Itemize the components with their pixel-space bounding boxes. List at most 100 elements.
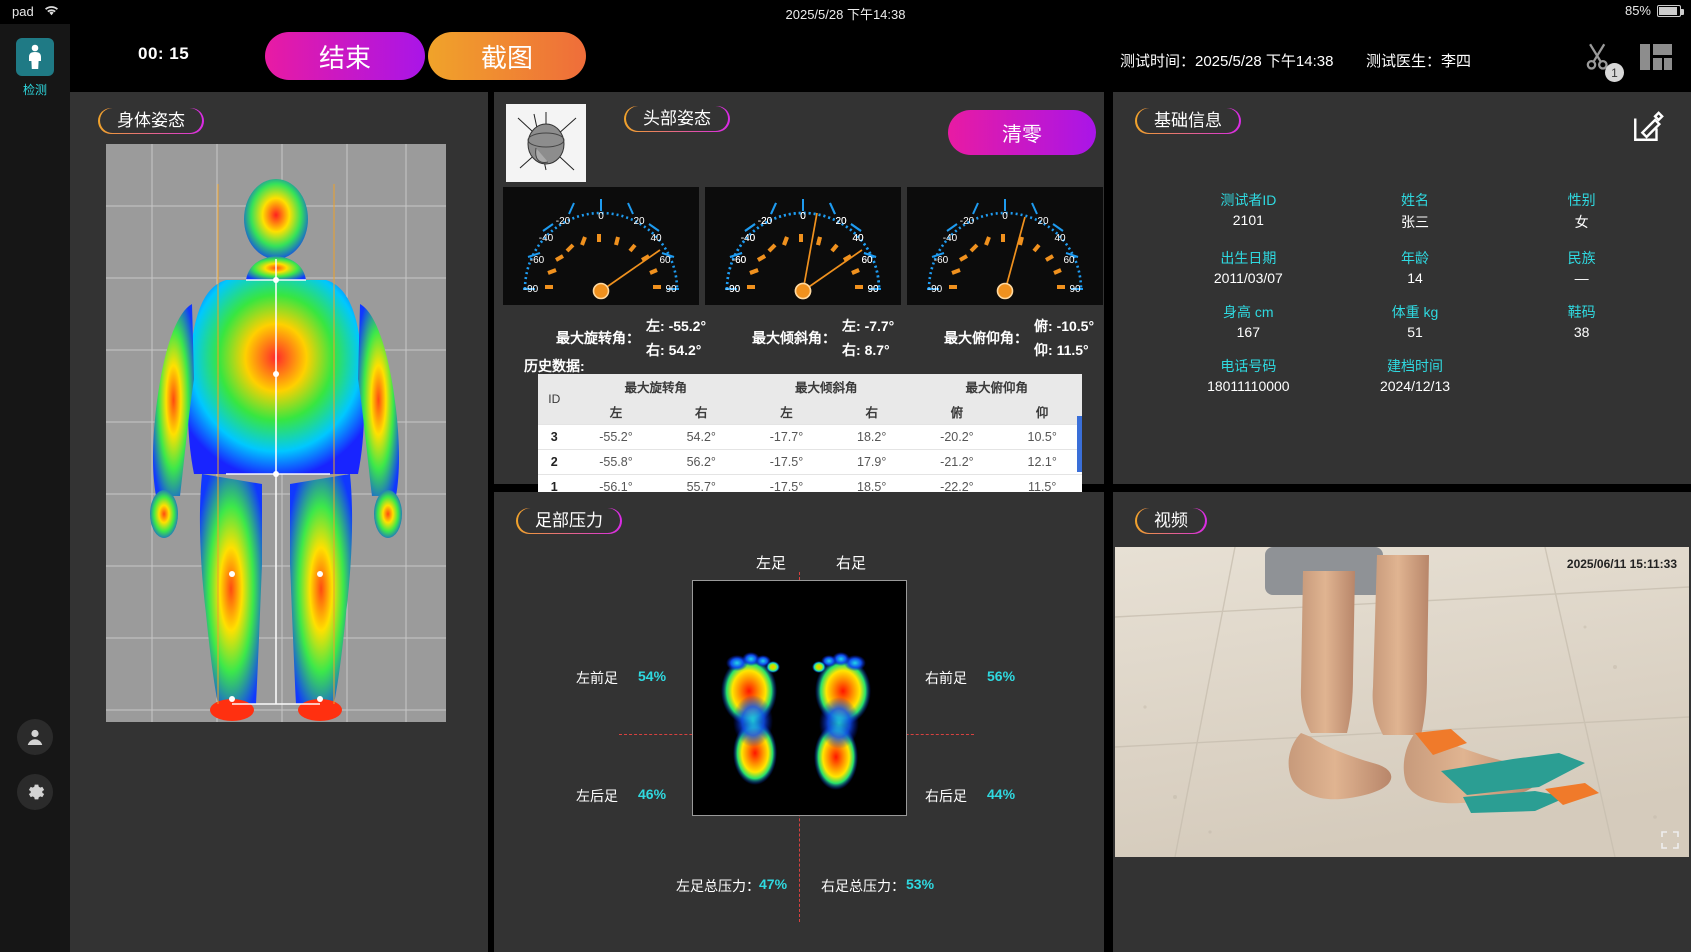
device-name: pad (12, 4, 34, 19)
history-table[interactable]: ID 最大旋转角 最大倾斜角 最大俯仰角 左 右 左 右 俯 仰 (538, 374, 1082, 499)
info-key (1498, 350, 1665, 358)
row-cell: 10.5° (1002, 424, 1082, 450)
svg-text:0: 0 (598, 211, 604, 222)
angle-key: 左: (646, 318, 665, 334)
row-cell: 18.2° (831, 424, 912, 450)
svg-text:90: 90 (1069, 284, 1081, 295)
head-posture-title-tag: 头部姿态 (624, 106, 730, 132)
row-id: 3 (538, 424, 571, 450)
scissors-button[interactable]: 1 (1583, 40, 1624, 82)
table-sub-header: 右 (661, 399, 742, 425)
table-group-header: 最大旋转角 (570, 374, 742, 399)
angle-key: 右: (842, 342, 861, 358)
test-time-text: 测试时间：2025/5/28 下午14:38 (1120, 53, 1334, 70)
gear-icon (17, 774, 53, 810)
angle-group-rotation: 最大旋转角： 左: -55.2° 右: 54.2° (556, 316, 706, 360)
info-value: 2101 (1232, 212, 1264, 228)
layout-button[interactable] (1639, 42, 1673, 77)
row-id: 2 (538, 449, 571, 475)
info-key: 建档时间 (1386, 358, 1443, 374)
info-key: 出生日期 (1220, 250, 1277, 266)
row-cell: -17.5° (741, 449, 832, 475)
table-sub-header: 仰 (1002, 399, 1082, 425)
expand-icon[interactable] (1661, 831, 1679, 849)
svg-text:20: 20 (835, 216, 847, 227)
info-key: 体重 kg (1391, 304, 1439, 320)
status-datetime: 2025/5/28 下午14:38 (785, 7, 906, 22)
left-forefoot-label: 左前足 (576, 670, 618, 686)
info-key: 年龄 (1400, 250, 1429, 266)
angle-label: 最大俯仰角： (944, 330, 1028, 346)
info-value: — (1574, 270, 1589, 286)
screenshot-button[interactable]: 截图 (428, 32, 586, 80)
end-button[interactable]: 结束 (265, 32, 425, 80)
grid-layout-icon (1640, 44, 1672, 70)
info-field: 电话号码 18011110000 (1165, 350, 1332, 400)
svg-text:-20: -20 (556, 216, 571, 227)
foot-pressure-title: 足部压力 (518, 508, 620, 533)
body-posture-title-tag: 身体姿态 (98, 108, 204, 134)
test-doctor-text: 测试医生：李四 (1366, 53, 1472, 70)
edit-pencil-icon[interactable] (1631, 110, 1665, 149)
table-row[interactable]: 3 -55.2° 54.2° -17.7° 18.2° -20.2° 10.5° (538, 424, 1082, 450)
angle-values: 左: -7.7° 右: 8.7° (842, 316, 894, 360)
svg-text:-60: -60 (934, 255, 949, 266)
info-key: 性别 (1567, 192, 1596, 208)
sidebar-item-detection[interactable]: 检测 (0, 38, 70, 98)
clear-button[interactable]: 清零 (948, 110, 1096, 155)
svg-text:-40: -40 (943, 233, 958, 244)
svg-text:-40: -40 (539, 233, 554, 244)
svg-text:0: 0 (1002, 211, 1008, 222)
angle-key: 俯: (1034, 318, 1053, 334)
body-posture-panel: 身体姿态 (70, 92, 488, 952)
svg-text:20: 20 (633, 216, 645, 227)
svg-text:60: 60 (659, 255, 671, 266)
gauge-rotation: -90 -60 -40 -20 0 20 40 60 90 (503, 187, 699, 305)
angle-summary-row: 最大旋转角： 左: -55.2° 右: 54.2° 最大倾斜角： 左: -7.7… (494, 310, 1104, 362)
row-cell: -21.2° (911, 449, 1003, 475)
info-field: 年龄 14 (1332, 242, 1499, 292)
info-key: 民族 (1567, 250, 1596, 266)
info-key: 身高 cm (1223, 304, 1274, 320)
row-cell: 56.2° (661, 449, 742, 475)
table-row[interactable]: 2 -55.8° 56.2° -17.5° 17.9° -21.2° 12.1° (538, 449, 1082, 475)
basic-info-panel: 基础信息 测试者ID 2101 姓名 张三 性别 女 (1113, 92, 1691, 484)
right-rearfoot-label: 右后足 (925, 788, 967, 804)
info-value: 14 (1407, 270, 1423, 286)
scissors-icon (1586, 43, 1608, 70)
info-value: 2011/03/07 (1213, 270, 1283, 286)
status-bar: pad 2025/5/28 下午14:38 85% (0, 0, 1691, 24)
left-total-value: 47% (759, 876, 788, 892)
angle-value: -55.2° (668, 318, 707, 334)
timer-display: 00: 15 (138, 44, 190, 63)
top-toolbar: 00: 15 结束 截图 测试时间：2025/5/28 下午14:38 测试医生… (70, 24, 1691, 90)
body-posture-title: 身体姿态 (100, 108, 202, 133)
video-panel: 视频 (1113, 492, 1691, 952)
head-posture-panel: 头部姿态 清零 -9 (494, 92, 1104, 499)
user-button[interactable] (0, 719, 70, 755)
left-total-label: 左足总压力： (676, 878, 760, 894)
table-sub-header: 俯 (911, 399, 1003, 425)
right-foot-header: 右足 (836, 555, 867, 572)
angle-value: -7.7° (864, 318, 895, 334)
head-axes-diagram (506, 104, 586, 182)
svg-text:-90: -90 (524, 284, 539, 295)
body-heatmap-image (106, 144, 446, 722)
battery-icon (1657, 4, 1684, 17)
angle-value: -10.5° (1056, 318, 1095, 334)
head-posture-title: 头部姿态 (626, 106, 728, 131)
angle-values: 俯: -10.5° 仰: 11.5° (1034, 316, 1094, 360)
svg-text:40: 40 (650, 233, 662, 244)
row-cell: 12.1° (1002, 449, 1082, 475)
settings-button[interactable] (0, 774, 70, 810)
angle-key: 右: (646, 342, 665, 358)
svg-text:-20: -20 (758, 216, 773, 227)
info-value: 167 (1236, 324, 1260, 340)
video-feed[interactable]: 2025/06/11 15:11:33 (1115, 547, 1689, 857)
table-scrollbar[interactable] (1077, 416, 1082, 472)
table-sub-header: 右 (831, 399, 912, 425)
row-cell: -55.8° (570, 449, 662, 475)
info-field: 民族 — (1498, 242, 1665, 292)
info-value: 18011110000 (1207, 378, 1290, 394)
